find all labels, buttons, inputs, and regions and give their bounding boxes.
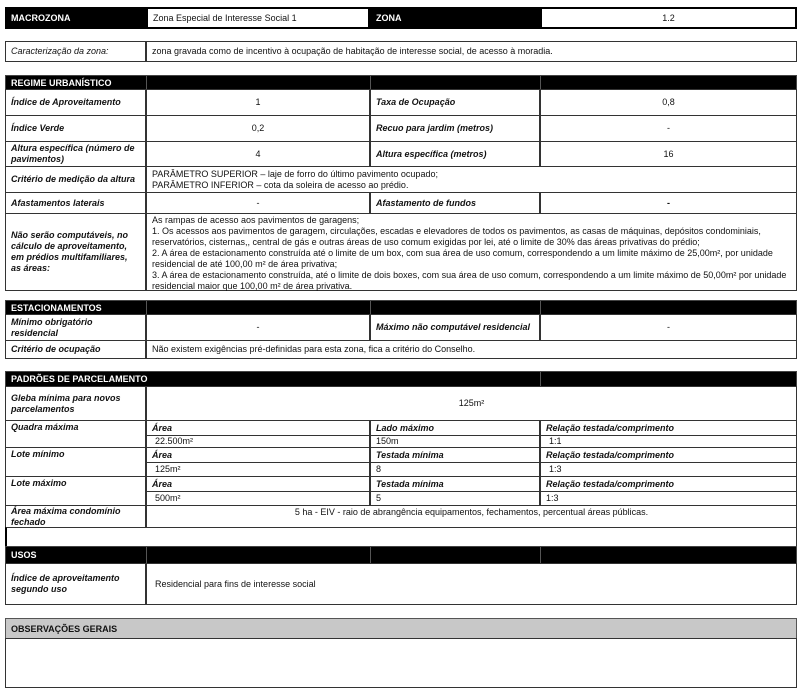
regime-header: REGIME URBANÍSTICO [5,75,797,90]
quadra-h-lado: Lado máximo [370,420,540,436]
estacionamentos-title: ESTACIONAMENTOS [11,302,102,313]
lote-minimo-h-relacao: Relação testada/comprimento [540,447,797,463]
indice-uso-label: Índice de aproveitamento segundo uso [5,563,146,605]
divider [146,547,147,563]
maximo-label: Máximo não computável residencial [370,314,540,341]
empty-row [5,527,797,547]
nao-computaveis-line: As rampas de acesso aos pavimentos de ga… [152,215,360,225]
indice-aproveitamento-value: 1 [146,89,370,116]
quadra-h-relacao: Relação testada/comprimento [540,420,797,436]
criterio-superior: PARÂMETRO SUPERIOR – laje de forro do úl… [152,168,438,179]
criterio-altura-value: PARÂMETRO SUPERIOR – laje de forro do úl… [146,166,797,193]
quadra-label: Quadra máxima [5,420,146,448]
caracterizacao-label: Caracterização da zona: [5,41,146,62]
divider [540,301,541,314]
usos-header: USOS [5,546,797,564]
lote-minimo-area: 125m² [146,462,370,477]
criterio-ocupacao-value: Não existem exigências pré-definidas par… [146,340,797,359]
altura-metros-value: 16 [540,141,797,167]
indice-verde-value: 0,2 [146,115,370,142]
divider [370,76,371,89]
afastamento-fundos-label: Afastamento de fundos [370,192,540,214]
parcelamento-title: PADRÕES DE PARCELAMENTO [11,374,148,384]
zona-value: 1.2 [540,7,797,29]
nao-computaveis-line: 1. Os acessos aos pavimentos de garagem,… [152,226,761,247]
recuo-jardim-value: - [540,115,797,142]
taxa-ocupacao-value: 0,8 [540,89,797,116]
taxa-ocupacao-label: Taxa de Ocupação [370,89,540,116]
nao-computaveis-label: Não serão computáveis, no cálculo de apr… [5,213,146,291]
afastamento-fundos-value: - [540,192,797,214]
divider [146,76,147,89]
divider [370,547,371,563]
regime-title: REGIME URBANÍSTICO [11,77,112,88]
nao-computaveis-line: 2. A área de estacionamento construída a… [152,248,773,269]
nao-computaveis-value: As rampas de acesso aos pavimentos de ga… [146,213,797,291]
divider [540,547,541,563]
nao-computaveis-line: 3. A área de estacionamento construída, … [152,270,787,291]
divider [540,76,541,89]
criterio-ocupacao-label: Critério de ocupação [5,340,146,359]
gleba-label: Gleba mínima para novos parcelamentos [5,386,146,421]
indice-uso-value: Residencial para fins de interesse socia… [146,563,797,605]
lote-minimo-h-area: Área [146,447,370,463]
macrozona-label: MACROZONA [5,7,146,29]
zona-label: ZONA [370,7,540,29]
observacoes-header: OBSERVAÇÕES GERAIS [5,618,797,639]
lote-maximo-h-area: Área [146,476,370,492]
lote-maximo-testada: 5 [370,491,540,506]
minimo-label: Mínimo obrigatório residencial [5,314,146,341]
usos-title: USOS [11,550,37,560]
indice-aproveitamento-label: Índice de Aproveitamento [5,89,146,116]
divider [540,372,541,386]
lote-minimo-relacao: 1:3 [540,462,797,477]
altura-pavimentos-value: 4 [146,141,370,167]
criterio-altura-label: Critério de medição da altura [5,166,146,193]
caracterizacao-value: zona gravada como de incentivo à ocupaçã… [146,41,797,62]
indice-verde-label: Índice Verde [5,115,146,142]
divider [146,301,147,314]
quadra-h-area: Área [146,420,370,436]
macrozona-value: Zona Especial de Interesse Social 1 [146,7,370,29]
lote-maximo-area: 500m² [146,491,370,506]
lote-maximo-h-relacao: Relação testada/comprimento [540,476,797,492]
lote-minimo-testada: 8 [370,462,540,477]
lote-maximo-h-testada: Testada mínima [370,476,540,492]
afastamentos-laterais-value: - [146,192,370,214]
observacoes-body [5,638,797,688]
recuo-jardim-label: Recuo para jardim (metros) [370,115,540,142]
minimo-value: - [146,314,370,341]
lote-minimo-label: Lote mínimo [5,447,146,477]
lote-maximo-relacao: 1:3 [540,491,797,506]
estacionamentos-header: ESTACIONAMENTOS [5,300,797,315]
lote-minimo-h-testada: Testada mínima [370,447,540,463]
condominio-label: Área máxima condomínio fechado [5,505,146,528]
afastamentos-laterais-label: Afastamentos laterais [5,192,146,214]
condominio-value: 5 ha - EIV - raio de abrangência equipam… [146,505,797,528]
maximo-value: - [540,314,797,341]
criterio-inferior: PARÂMETRO INFERIOR – cota da soleira de … [152,179,409,190]
lote-maximo-label: Lote máximo [5,476,146,506]
observacoes-title: OBSERVAÇÕES GERAIS [11,623,118,634]
altura-metros-label: Altura específica (metros) [370,141,540,167]
gleba-value: 125m² [146,386,797,421]
parcelamento-header: PADRÕES DE PARCELAMENTO [5,371,797,387]
divider [370,301,371,314]
altura-pavimentos-label: Altura específica (número de pavimentos) [5,141,146,167]
